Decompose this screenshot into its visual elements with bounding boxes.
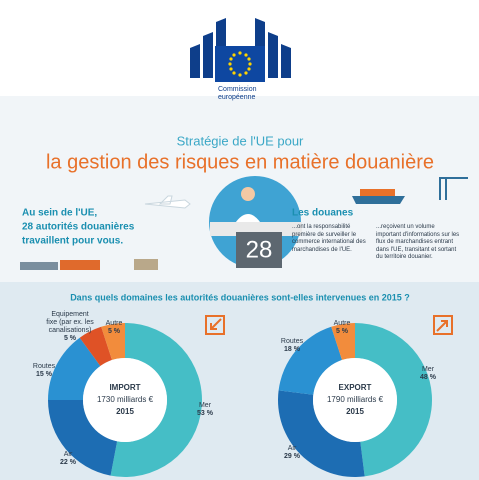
segment-label: Equipement fixe (par ex. les canalisatio… (46, 311, 94, 334)
center-title: IMPORT (109, 383, 140, 392)
donut-segment (48, 337, 101, 400)
donut-segment (355, 323, 432, 477)
customs-heading: Les douanes (292, 208, 354, 219)
segment-value: 22 % (60, 459, 76, 466)
eu-logo: Commission européenne (190, 18, 291, 101)
customs-text: ...ont la responsabilité première de sur… (292, 224, 366, 253)
segment-label: Air (287, 445, 297, 452)
donut-segment (110, 323, 203, 478)
segment-label: Mer (421, 366, 435, 373)
counter-box (236, 232, 282, 268)
airplane (144, 195, 191, 209)
flag-stars (228, 51, 252, 77)
segment-label: Routes (280, 338, 304, 345)
train (60, 260, 100, 270)
segment-value: 15 % (36, 371, 52, 378)
segment-label: Autre (333, 320, 351, 327)
intro-line: Au sein de l'UE, (22, 208, 97, 219)
donut-segment (331, 323, 355, 361)
donut-segment (278, 326, 343, 395)
donut-hole (83, 358, 167, 442)
question: Dans quels domaines les autorités douani… (70, 292, 410, 302)
segment-value: 48 % (420, 374, 436, 381)
segment-value: 5 % (107, 328, 121, 335)
train (20, 262, 58, 270)
center-title: EXPORT (339, 383, 372, 392)
donut-segment (278, 390, 365, 477)
segment-value: 5 % (63, 335, 77, 342)
customs-text: ...reçoivent un volume important d'infor… (376, 224, 460, 260)
logo-text: européenne (218, 94, 255, 101)
donut-segment (79, 326, 113, 367)
intro-line: travaillent pour vous. (22, 236, 123, 247)
counter: 28 (246, 236, 273, 263)
icon (205, 315, 225, 335)
title-line: Stratégie de l'UE pour (177, 133, 304, 148)
crane (439, 177, 468, 200)
center-subtitle: 1790 milliards € (327, 395, 384, 404)
logo-building (190, 18, 291, 78)
icon (433, 315, 453, 335)
donut-segment (101, 323, 125, 361)
center-year: 2015 (116, 407, 134, 416)
center-year: 2015 (346, 407, 364, 416)
illustration: 28 (20, 176, 468, 270)
segment-value: 29 % (284, 453, 300, 460)
segment-label: Mer (198, 402, 212, 409)
title-line: la gestion des risques en matière douani… (46, 151, 434, 173)
segment-label: Air (63, 451, 73, 458)
donut-hole (313, 358, 397, 442)
intro-line: 28 autorités douanières (22, 222, 135, 233)
donut-segment (48, 400, 118, 476)
ship-containers (360, 189, 395, 196)
segment-label: Autre (105, 320, 123, 327)
segment-label: Routes (32, 363, 56, 370)
segment-value: 53 % (197, 410, 213, 417)
truck (134, 259, 158, 270)
center-subtitle: 1730 milliards € (97, 395, 154, 404)
person-head (241, 187, 255, 201)
segment-value: 18 % (284, 346, 300, 353)
ship (352, 196, 405, 204)
logo-text: Commission (218, 86, 257, 93)
segment-value: 5 % (335, 328, 349, 335)
